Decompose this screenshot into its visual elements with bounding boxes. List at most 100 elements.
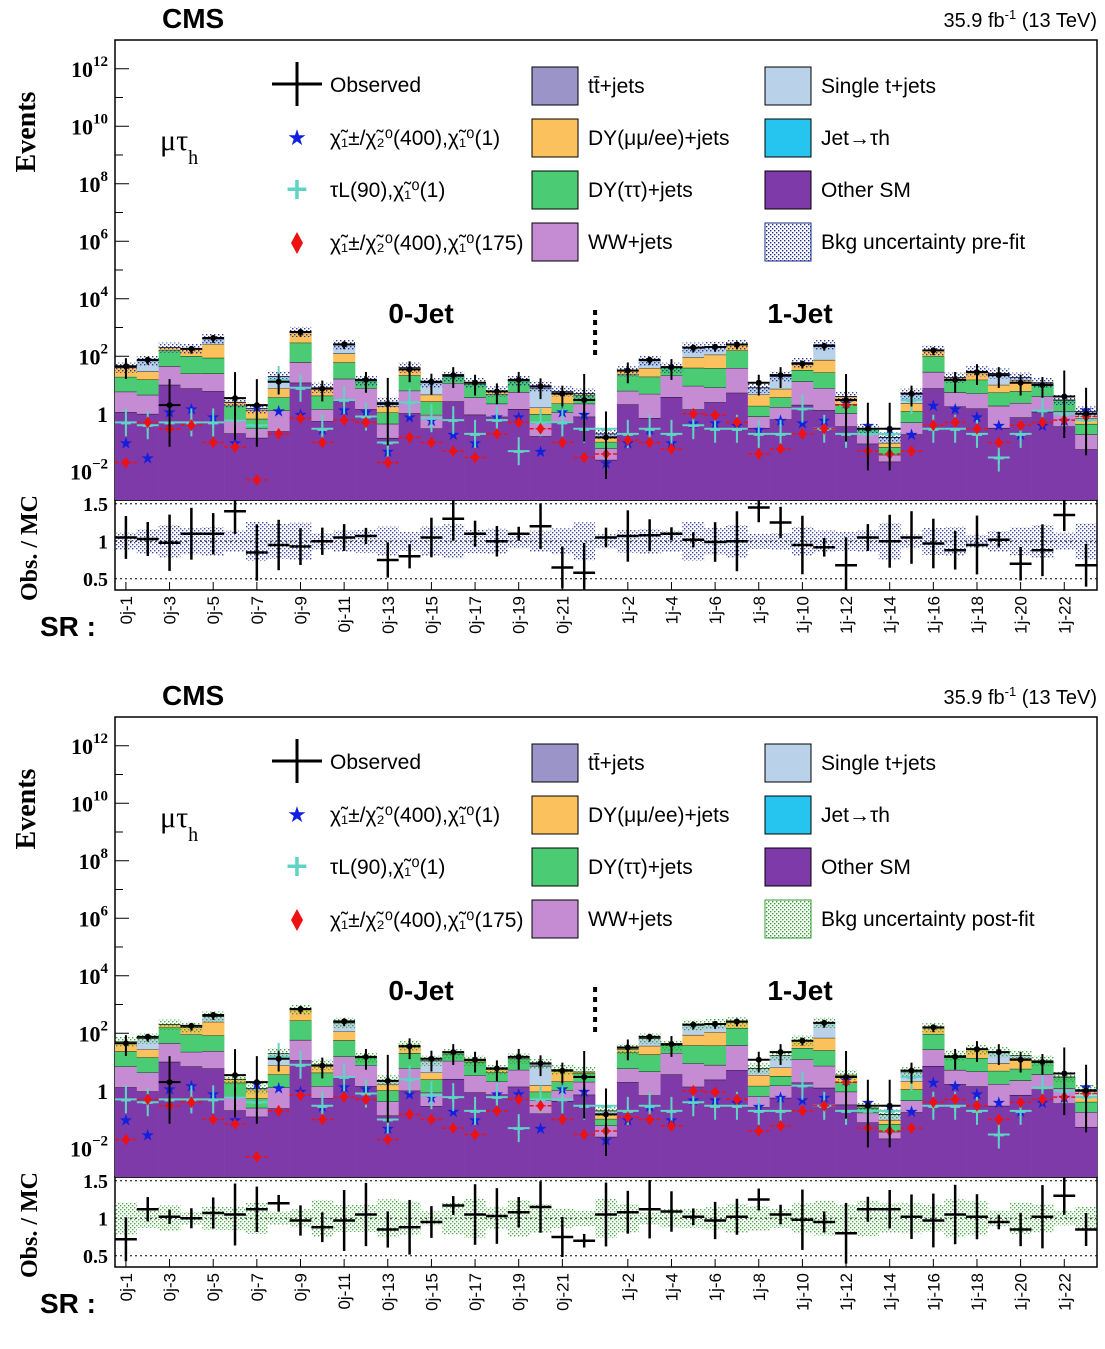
prefit-chart-panel: CMS 35.9 fb-1 (13 TeV) Events Obs. / MC SR :… — [11, 3, 1098, 642]
stack-segment-other_sm — [856, 443, 880, 500]
observed-point — [188, 1022, 195, 1029]
observed-point — [733, 341, 740, 348]
stack-segment-dy_tautau — [333, 362, 356, 379]
cms-label: CMS — [162, 3, 224, 34]
stack-segment-other_sm — [376, 1115, 399, 1177]
stack-segment-dy_tautau — [202, 357, 225, 374]
luminosity-label: 35.9 fb-1 (13 TeV) — [943, 684, 1097, 709]
stack-segment-ww — [704, 387, 727, 403]
signal3-marker — [318, 436, 327, 449]
ratio-tick-label: 0.5 — [83, 1246, 108, 1268]
stack-segment-other_sm — [398, 413, 421, 500]
stack-segment-dy_ll — [289, 1009, 312, 1021]
stack-segment-other_sm — [878, 1138, 901, 1177]
observed-point — [1083, 410, 1090, 417]
signal3-marker — [449, 1122, 458, 1135]
stack-segment-other_sm — [529, 436, 552, 500]
observed-point — [581, 397, 588, 404]
sr-label: SR : — [40, 611, 96, 642]
signal2-marker: + — [1036, 401, 1049, 420]
stack-segment-ww — [769, 1085, 792, 1098]
signal3-marker — [972, 1099, 981, 1112]
stack-segment-ww — [136, 1072, 159, 1092]
stack-segment-other_sm — [136, 413, 159, 500]
stack-segment-ww — [922, 1049, 945, 1067]
ratio-tick-label: 1 — [98, 1208, 108, 1230]
signal2-marker: + — [512, 1119, 525, 1138]
observed-point — [952, 1053, 959, 1060]
region-label-0jet: 0-Jet — [388, 975, 453, 1006]
stack-segment-other_sm — [551, 423, 574, 500]
ratio-uncertainty-band — [442, 524, 465, 559]
x-tick-label: 0j-9 — [291, 1273, 310, 1301]
signal2-marker: + — [316, 420, 329, 439]
stack-segment-dy_tautau — [726, 1028, 749, 1046]
stack-segment-dy_tautau — [180, 1034, 203, 1052]
y-tick-label: 10−2 — [70, 1133, 108, 1161]
observed-point — [297, 1005, 304, 1012]
y-tick-label: 1 — [97, 1079, 108, 1104]
signal1-marker: ★ — [446, 425, 460, 444]
stack-segment-other_sm — [900, 1112, 923, 1177]
x-tick-label: 1j-18 — [968, 1273, 987, 1311]
channel-label: μτh — [160, 124, 198, 169]
stack-segment-ww — [944, 392, 967, 407]
stack-segment-ww — [1009, 402, 1032, 418]
stack-segment-dy_ll — [420, 1072, 443, 1080]
observed-point — [908, 1067, 915, 1074]
x-tick-label: 1j-10 — [793, 1273, 812, 1311]
y-tick-label: 1012 — [71, 731, 108, 759]
stack-segment-other_sm — [355, 1086, 378, 1177]
stack-segment-other_sm — [791, 404, 814, 500]
x-tick-label: 0j-1 — [117, 1273, 136, 1301]
y-axis-label: Events — [11, 768, 42, 849]
legend-label-ttbar: tt̄+jets — [588, 75, 645, 98]
stack-segment-dy_tautau — [813, 372, 836, 389]
signal3-marker — [471, 1128, 480, 1141]
x-tick-label: 0j-19 — [510, 1273, 529, 1311]
signal3-marker — [492, 427, 501, 440]
signal3-marker — [994, 436, 1003, 449]
signal1-marker: ★ — [141, 1126, 155, 1145]
observed-point — [1083, 1087, 1090, 1094]
stack-segment-dy_tautau — [922, 356, 945, 372]
signal3-marker — [820, 422, 829, 435]
stack-segment-other_sm — [966, 1086, 989, 1177]
legend-signal2-icon: + — [284, 172, 309, 207]
legend-observed-label: Observed — [330, 751, 421, 774]
stack-segment-other_sm — [267, 1108, 290, 1177]
signal3-marker — [340, 1091, 349, 1104]
observed-point — [603, 1111, 609, 1118]
stack-segment-dy_tautau — [289, 1020, 312, 1040]
legend-label-jet_tau: Jet→τh — [821, 804, 890, 827]
y-tick-label: 106 — [79, 903, 109, 931]
stack-segment-dy_ll — [769, 1067, 792, 1077]
signal3-marker — [689, 407, 698, 420]
stack-segment-ww — [987, 1083, 1011, 1106]
stack-segment-other_sm — [420, 428, 443, 500]
observed-point — [864, 1102, 871, 1109]
y-tick-label: 1012 — [71, 54, 108, 82]
ratio-uncertainty-band — [769, 532, 792, 550]
stack-segment-other_sm — [485, 1094, 509, 1177]
stack-segment-ww — [813, 388, 836, 411]
legend-label-ww: WW+jets — [588, 908, 673, 931]
stack-segment-dy_tautau — [202, 1035, 225, 1052]
y-tick-label: 108 — [79, 169, 109, 197]
observed-point — [232, 395, 239, 402]
legend-signal3-label: χ̃₁±/χ̃₂⁰(400),χ̃₁⁰(175) — [330, 909, 523, 932]
stack-segment-dy_ll — [420, 394, 443, 402]
stack-segment-other_sm — [180, 1066, 203, 1177]
stack-segment-other_sm — [1075, 449, 1098, 500]
ratio-uncertainty-band — [442, 1202, 465, 1235]
signal1-marker: ★ — [948, 400, 962, 419]
ratio-uncertainty-band — [551, 528, 574, 555]
signal2-marker: + — [403, 1070, 416, 1089]
signal3-marker — [951, 1093, 960, 1106]
signal1-marker: ★ — [970, 408, 984, 427]
stack-segment-other_sm — [333, 399, 356, 500]
stack-segment-dy_ll — [704, 354, 727, 369]
observed-point — [908, 390, 915, 397]
observed-point — [821, 1019, 828, 1026]
signal3-marker — [776, 442, 785, 455]
